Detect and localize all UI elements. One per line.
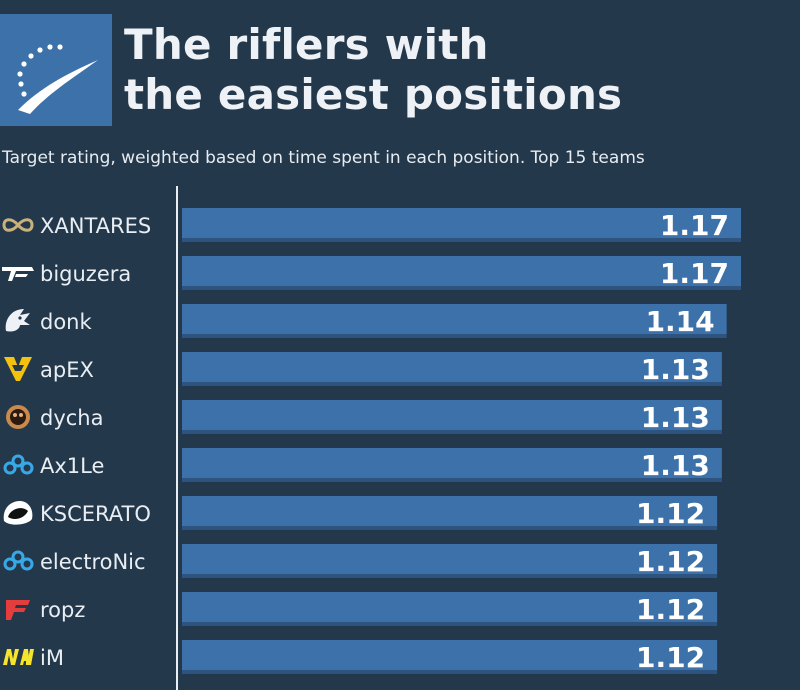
value-label: 1.12 <box>636 641 705 674</box>
bar-shade <box>182 286 741 290</box>
category-label: apEX <box>40 358 94 382</box>
value-label: 1.17 <box>660 209 729 242</box>
vitality-bee-icon <box>4 357 32 381</box>
spirit-dragon-icon <box>5 309 30 332</box>
furia-panther-icon <box>3 501 33 525</box>
category-label: ropz <box>40 598 85 622</box>
bar-shade <box>182 382 722 386</box>
bar <box>182 592 718 622</box>
bar-shade <box>182 670 718 674</box>
bar <box>182 400 722 430</box>
bar <box>182 208 741 238</box>
ence-icon <box>6 405 30 429</box>
bar-shade <box>182 334 727 338</box>
faze-icon <box>6 600 30 620</box>
value-label: 1.17 <box>660 257 729 290</box>
category-label: biguzera <box>40 262 131 286</box>
title-line-1: The riflers with <box>124 20 489 69</box>
category-label: dycha <box>40 406 103 430</box>
category-label: donk <box>40 310 92 334</box>
bar <box>182 256 741 286</box>
value-label: 1.13 <box>641 401 710 434</box>
bar-shade <box>182 478 722 482</box>
category-label: XANTARES <box>40 214 151 238</box>
bar <box>182 544 718 574</box>
bar-shade <box>182 574 718 578</box>
bar-shade <box>182 430 722 434</box>
bar <box>182 448 722 478</box>
title-line-2-bold: easiest <box>217 70 390 119</box>
title-line-2-prefix: the <box>124 70 218 119</box>
chart-subtitle: Target rating, weighted based on time sp… <box>2 148 645 168</box>
value-label: 1.12 <box>636 497 705 530</box>
category-label: iM <box>40 646 64 670</box>
category-label: KSCERATO <box>40 502 151 526</box>
bar <box>182 496 718 526</box>
value-label: 1.14 <box>646 305 715 338</box>
category-label: Ax1Le <box>40 454 104 478</box>
pain-icon <box>2 267 34 281</box>
value-label: 1.12 <box>636 545 705 578</box>
star-arc-icon <box>17 44 98 114</box>
title-line-2-suffix: positions <box>389 70 623 119</box>
bar <box>182 304 727 334</box>
y-axis-line <box>176 186 178 690</box>
cloud9-icon <box>3 454 34 475</box>
page-title: The riflers with the easiest positions <box>124 20 622 120</box>
category-label: electroNic <box>40 550 146 574</box>
value-label: 1.13 <box>641 449 710 482</box>
title-line-2: the easiest positions <box>124 70 622 120</box>
infinity-icon <box>2 218 34 232</box>
cloud9-icon <box>3 550 34 571</box>
brand-logo <box>0 14 112 126</box>
navi-icon <box>3 649 34 665</box>
bar-shade <box>182 526 718 530</box>
bar <box>182 352 722 382</box>
value-label: 1.12 <box>636 593 705 626</box>
bar <box>182 640 718 670</box>
bar-shade <box>182 238 741 242</box>
bar-shade <box>182 622 718 626</box>
value-label: 1.13 <box>641 353 710 386</box>
